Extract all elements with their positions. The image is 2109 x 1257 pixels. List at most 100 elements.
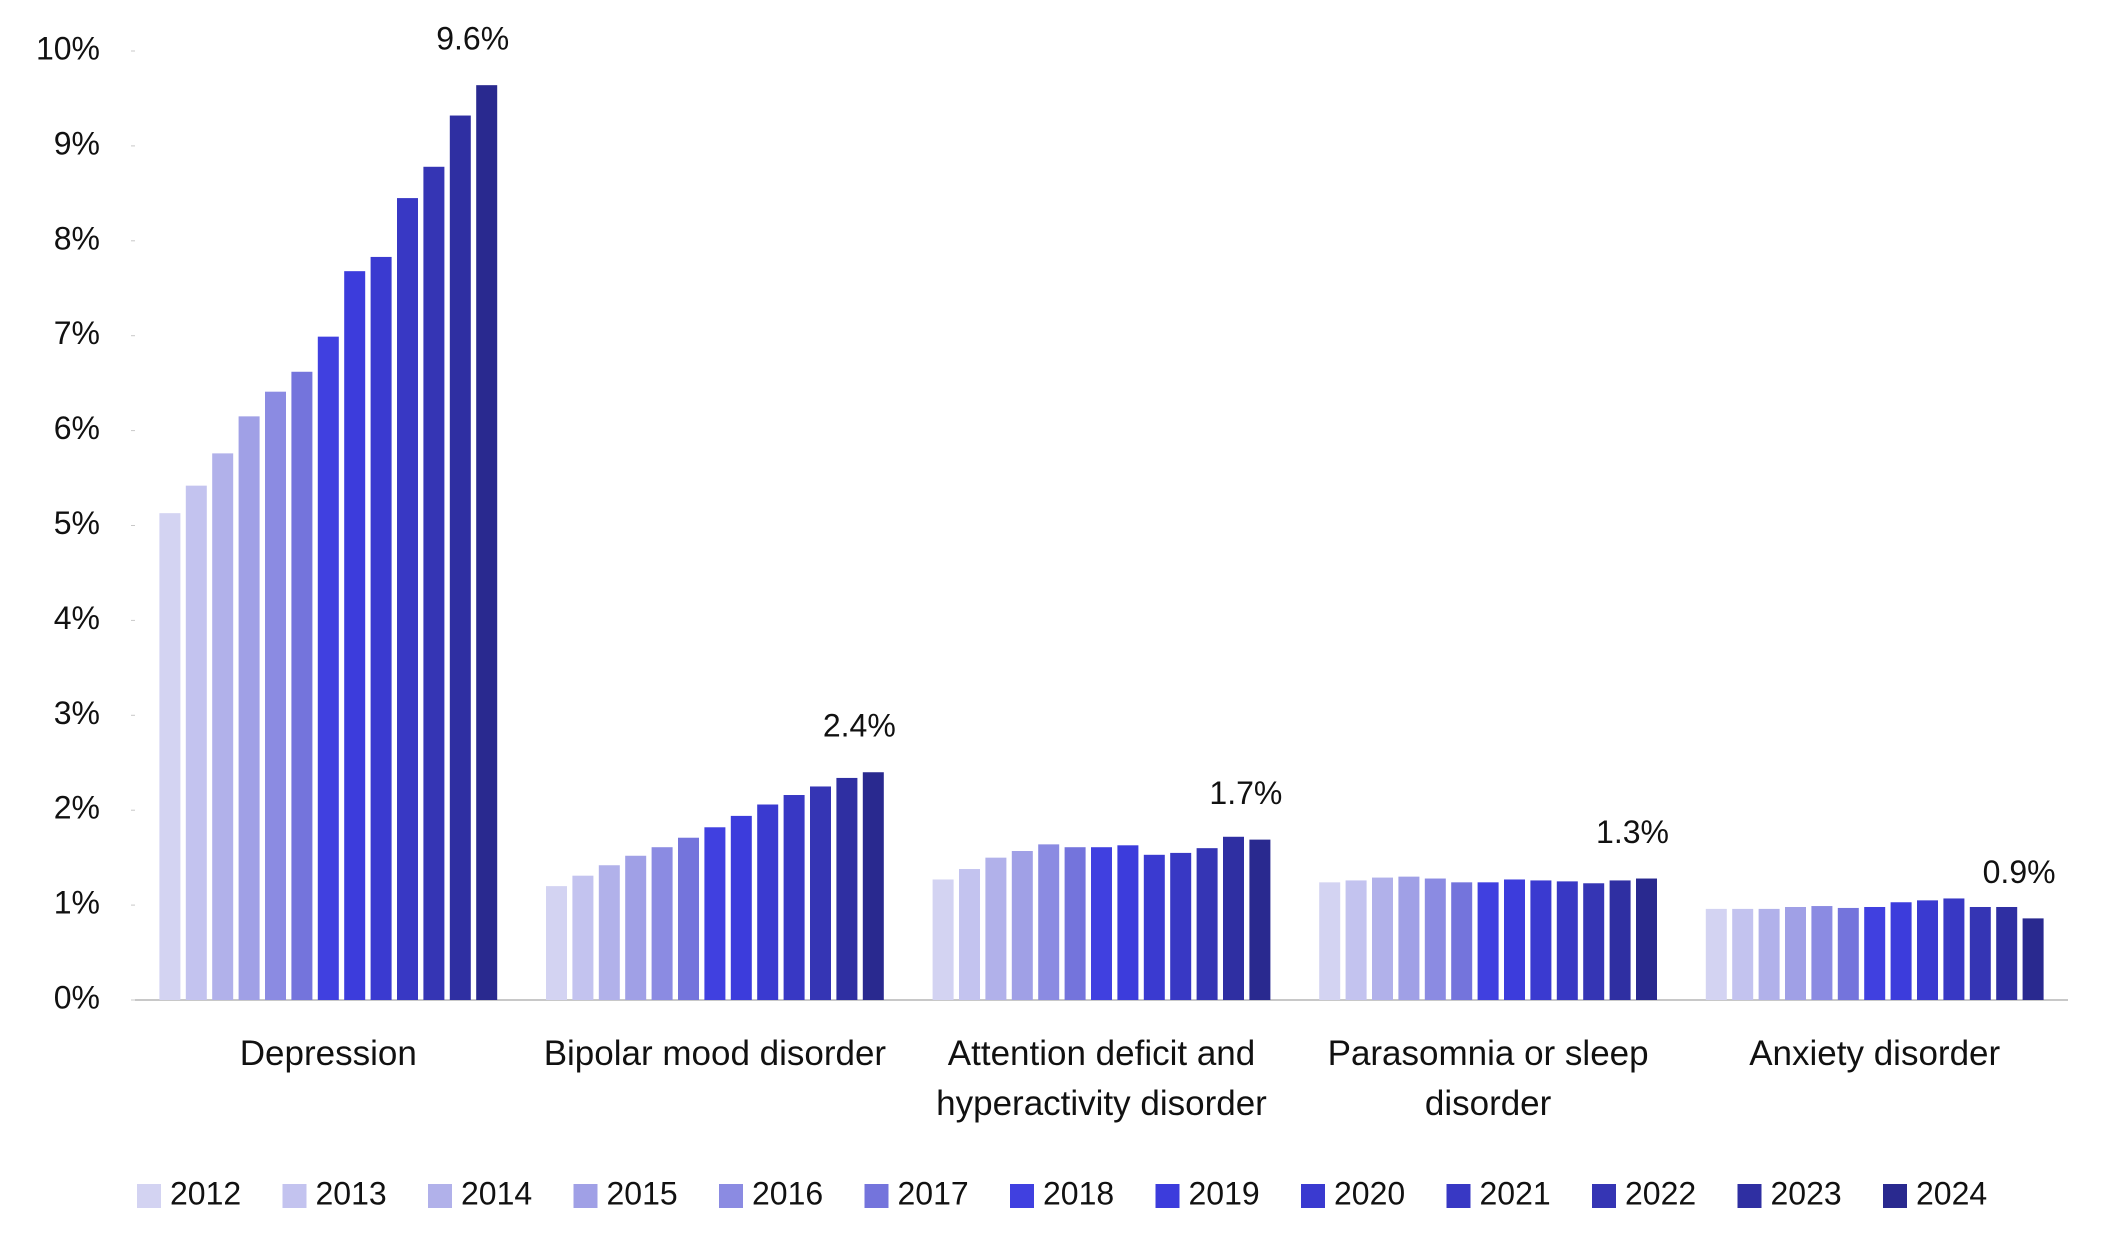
bar — [1117, 845, 1139, 1000]
legend-swatch — [719, 1184, 743, 1208]
bar — [2022, 918, 2044, 1000]
bar — [1319, 882, 1341, 1000]
x-tick-label: Bipolar mood disorder — [543, 1034, 887, 1073]
bar — [476, 85, 498, 1000]
bar — [212, 453, 234, 1001]
bar — [1398, 876, 1420, 1000]
bar — [985, 857, 1007, 1000]
legend-swatch — [1446, 1184, 1471, 1208]
x-tick-label: Depression — [239, 1034, 417, 1073]
legend-swatch — [428, 1184, 452, 1208]
bar — [757, 804, 779, 1000]
y-tick-label: 0% — [54, 979, 100, 1015]
legend-label: 2023 — [1771, 1175, 1842, 1211]
bar — [959, 869, 980, 1000]
y-tick-label: 10% — [36, 30, 100, 66]
bar — [370, 256, 392, 1001]
legend-label: 2016 — [752, 1175, 823, 1211]
value-label: 9.6% — [436, 21, 509, 57]
bar — [1785, 906, 1806, 1000]
x-tick-label: Parasomnia or sleep disorder — [1327, 1034, 1649, 1123]
bar — [397, 198, 418, 1001]
bar — [423, 166, 445, 1000]
y-tick-label: 9% — [54, 125, 100, 161]
x-tick-label: Anxiety disorder — [1749, 1034, 2001, 1073]
bar — [730, 815, 752, 1000]
bar — [1345, 880, 1367, 1000]
legend-swatch — [1301, 1184, 1325, 1208]
legend-label: 2014 — [461, 1175, 532, 1211]
y-tick-label: 1% — [54, 885, 100, 921]
legend-label: 2022 — [1625, 1175, 1696, 1211]
bar — [1249, 839, 1271, 1000]
legend-swatch — [1010, 1184, 1034, 1208]
legend-label: 2017 — [898, 1175, 969, 1211]
bar — [1864, 906, 1886, 1000]
bar — [678, 837, 699, 1000]
bar — [836, 777, 858, 1000]
bar — [265, 391, 286, 1000]
legend-swatch — [1155, 1184, 1180, 1208]
value-label: 0.9% — [1983, 854, 2056, 890]
bar — [862, 772, 884, 1000]
value-label: 1.3% — [1596, 814, 1669, 850]
bar — [1890, 902, 1912, 1000]
bar — [185, 485, 207, 1001]
bar — [1372, 877, 1393, 1000]
bar — [625, 855, 647, 1000]
legend-swatch — [282, 1184, 307, 1208]
legend-label: 2021 — [1480, 1175, 1551, 1211]
y-tick-label: 6% — [54, 410, 100, 446]
bar — [1705, 908, 1727, 1000]
bar — [159, 513, 181, 1000]
bar — [1143, 854, 1165, 1000]
y-tick-label: 2% — [54, 790, 100, 826]
bar — [317, 336, 339, 1000]
bar — [546, 886, 567, 1000]
value-label: 2.4% — [823, 708, 896, 744]
bar — [572, 875, 594, 1000]
bar — [1064, 847, 1086, 1000]
value-label: 1.7% — [1209, 775, 1282, 811]
bar — [1504, 879, 1525, 1000]
bar — [598, 865, 620, 1000]
legend-swatch — [1883, 1184, 1907, 1208]
y-tick-label: 8% — [54, 220, 100, 256]
legend-label: 2020 — [1334, 1175, 1405, 1211]
legend-label: 2013 — [316, 1175, 387, 1211]
y-tick-label: 5% — [54, 505, 100, 541]
legend-label: 2015 — [607, 1175, 678, 1211]
bar — [1943, 898, 1965, 1000]
legend-label: 2019 — [1189, 1175, 1260, 1211]
bar — [1837, 907, 1859, 1000]
legend-label: 2024 — [1916, 1175, 1987, 1211]
bar — [1732, 908, 1754, 1000]
bar — [1091, 847, 1112, 1000]
bar — [1477, 882, 1499, 1000]
legend-swatch — [573, 1184, 598, 1208]
bar — [1223, 836, 1244, 1000]
bar — [810, 786, 831, 1000]
y-tick-label: 4% — [54, 600, 100, 636]
bar — [1170, 852, 1192, 1000]
bar — [1038, 844, 1060, 1000]
bar — [1636, 878, 1657, 1000]
bar — [1758, 908, 1780, 1000]
legend-swatch — [137, 1184, 161, 1208]
y-tick-label: 3% — [54, 695, 100, 731]
legend-swatch — [1592, 1184, 1616, 1208]
bar — [1811, 906, 1833, 1000]
y-tick-label: 7% — [54, 315, 100, 351]
bar — [1583, 883, 1605, 1000]
bar — [1609, 880, 1631, 1000]
bar — [783, 795, 805, 1000]
legend-swatch — [864, 1184, 889, 1208]
bar — [1556, 881, 1578, 1000]
bar — [1969, 906, 1991, 1000]
bar — [1917, 900, 1938, 1000]
bar — [1530, 880, 1552, 1000]
bar — [449, 115, 471, 1001]
legend-label: 2012 — [170, 1175, 241, 1211]
